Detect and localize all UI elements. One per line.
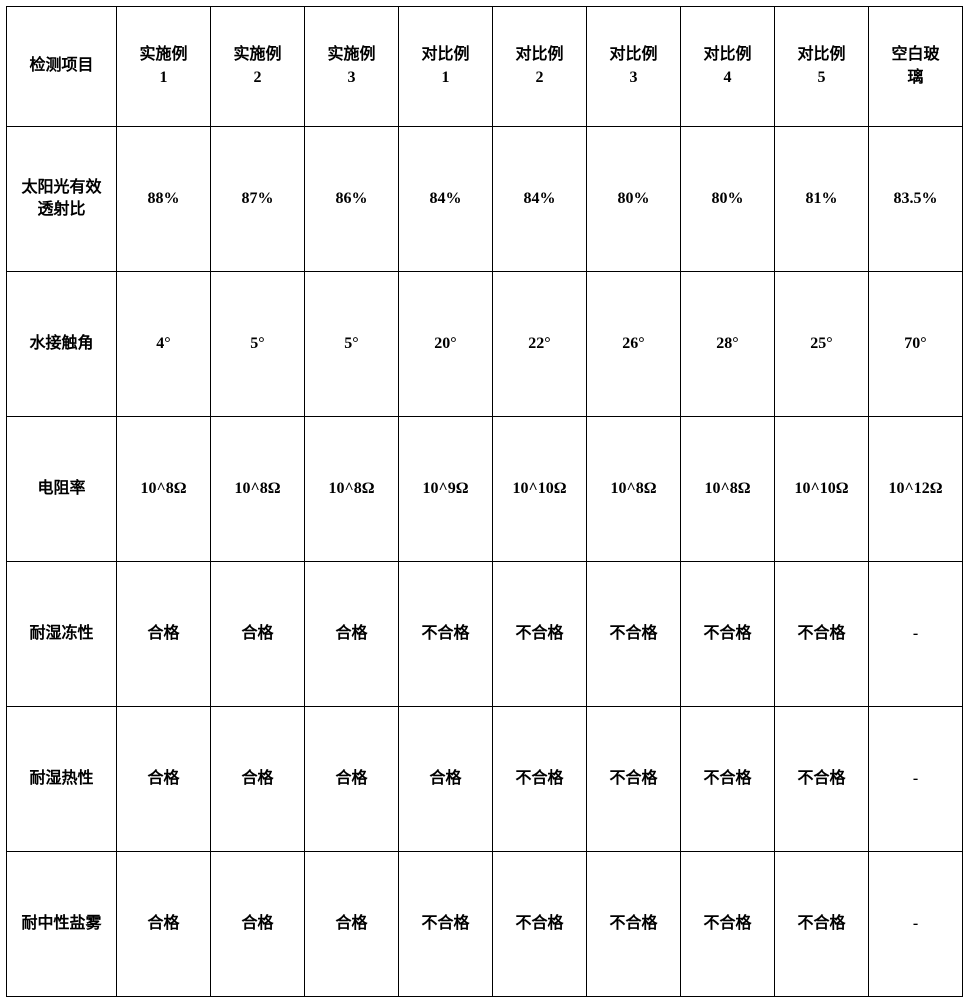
row-label: 水接触角	[7, 272, 117, 417]
table-row: 耐湿热性 合格 合格 合格 合格 不合格 不合格 不合格 不合格 -	[7, 707, 963, 852]
table-cell: 不合格	[493, 852, 587, 997]
column-header: 实施例1	[117, 7, 211, 127]
table-cell: 10^8Ω	[305, 417, 399, 562]
table-cell: 不合格	[775, 562, 869, 707]
table-cell: 80%	[587, 127, 681, 272]
table-cell: 不合格	[681, 852, 775, 997]
column-header: 对比例4	[681, 7, 775, 127]
row-label: 耐湿热性	[7, 707, 117, 852]
column-header: 对比例1	[399, 7, 493, 127]
table-cell: 20°	[399, 272, 493, 417]
table-cell: 不合格	[775, 707, 869, 852]
table-cell: 合格	[117, 562, 211, 707]
table-cell: 合格	[305, 562, 399, 707]
table-body: 太阳光有效透射比 88% 87% 86% 84% 84% 80% 80% 81%…	[7, 127, 963, 997]
table-cell: 10^12Ω	[869, 417, 963, 562]
column-header: 检测项目	[7, 7, 117, 127]
table-cell: 5°	[305, 272, 399, 417]
table-cell: 不合格	[681, 562, 775, 707]
table-cell: 81%	[775, 127, 869, 272]
table-cell: 10^9Ω	[399, 417, 493, 562]
table-cell: 不合格	[587, 562, 681, 707]
data-table: 检测项目 实施例1 实施例2 实施例3 对比例1 对比例2 对比例3 对比例4 …	[6, 6, 963, 997]
table-cell: 合格	[117, 852, 211, 997]
table-cell: 合格	[305, 852, 399, 997]
row-label: 太阳光有效透射比	[7, 127, 117, 272]
table-cell: 不合格	[399, 562, 493, 707]
table-cell: 不合格	[493, 707, 587, 852]
table-cell: 合格	[211, 562, 305, 707]
table-cell: 不合格	[587, 852, 681, 997]
table-row: 电阻率 10^8Ω 10^8Ω 10^8Ω 10^9Ω 10^10Ω 10^8Ω…	[7, 417, 963, 562]
table-cell: 86%	[305, 127, 399, 272]
table-cell: 合格	[399, 707, 493, 852]
table-cell: 合格	[305, 707, 399, 852]
table-cell: 84%	[493, 127, 587, 272]
table-cell: 88%	[117, 127, 211, 272]
table-cell: 80%	[681, 127, 775, 272]
table-cell: 10^8Ω	[587, 417, 681, 562]
table-cell: 5°	[211, 272, 305, 417]
table-cell: 不合格	[493, 562, 587, 707]
row-label: 耐中性盐雾	[7, 852, 117, 997]
column-header: 对比例2	[493, 7, 587, 127]
table-cell: 87%	[211, 127, 305, 272]
table-cell: 25°	[775, 272, 869, 417]
table-cell: 合格	[117, 707, 211, 852]
table-cell: 10^8Ω	[681, 417, 775, 562]
table-cell: 84%	[399, 127, 493, 272]
table-cell: 28°	[681, 272, 775, 417]
table-cell: -	[869, 852, 963, 997]
table-row: 耐中性盐雾 合格 合格 合格 不合格 不合格 不合格 不合格 不合格 -	[7, 852, 963, 997]
table-cell: 10^10Ω	[775, 417, 869, 562]
table-cell: 10^8Ω	[117, 417, 211, 562]
table-cell: 不合格	[775, 852, 869, 997]
table-cell: 10^10Ω	[493, 417, 587, 562]
table-cell: 合格	[211, 852, 305, 997]
column-header: 实施例2	[211, 7, 305, 127]
row-label: 耐湿冻性	[7, 562, 117, 707]
table-cell: 不合格	[399, 852, 493, 997]
table-header-row: 检测项目 实施例1 实施例2 实施例3 对比例1 对比例2 对比例3 对比例4 …	[7, 7, 963, 127]
column-header: 对比例5	[775, 7, 869, 127]
table-row: 水接触角 4° 5° 5° 20° 22° 26° 28° 25° 70°	[7, 272, 963, 417]
table-cell: 不合格	[587, 707, 681, 852]
row-label: 电阻率	[7, 417, 117, 562]
table-cell: 合格	[211, 707, 305, 852]
table-cell: 不合格	[681, 707, 775, 852]
table-cell: 22°	[493, 272, 587, 417]
column-header: 空白玻璃	[869, 7, 963, 127]
table-cell: 70°	[869, 272, 963, 417]
table-row: 太阳光有效透射比 88% 87% 86% 84% 84% 80% 80% 81%…	[7, 127, 963, 272]
table-cell: 26°	[587, 272, 681, 417]
table-cell: 10^8Ω	[211, 417, 305, 562]
table-cell: 4°	[117, 272, 211, 417]
table-cell: -	[869, 562, 963, 707]
column-header: 对比例3	[587, 7, 681, 127]
column-header: 实施例3	[305, 7, 399, 127]
table-cell: 83.5%	[869, 127, 963, 272]
table-cell: -	[869, 707, 963, 852]
table-row: 耐湿冻性 合格 合格 合格 不合格 不合格 不合格 不合格 不合格 -	[7, 562, 963, 707]
